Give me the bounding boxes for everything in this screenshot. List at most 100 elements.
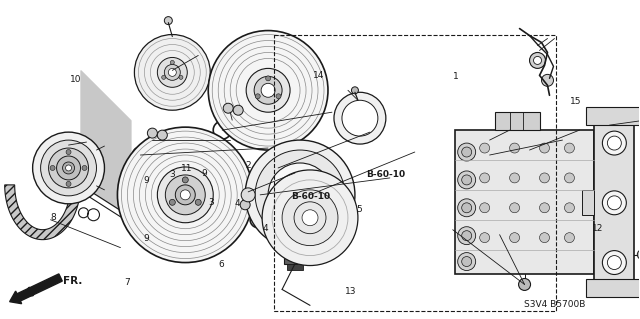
Circle shape xyxy=(479,173,490,183)
Bar xyxy=(586,279,640,297)
Circle shape xyxy=(540,233,550,243)
Circle shape xyxy=(461,231,472,241)
Text: 11: 11 xyxy=(181,164,193,173)
Text: B-60-10: B-60-10 xyxy=(291,192,330,202)
Text: 12: 12 xyxy=(592,224,604,233)
Circle shape xyxy=(602,131,627,155)
Circle shape xyxy=(461,203,472,213)
Text: 15: 15 xyxy=(570,97,581,106)
Circle shape xyxy=(540,143,550,153)
Text: 3: 3 xyxy=(169,170,175,179)
Circle shape xyxy=(518,278,531,290)
Circle shape xyxy=(342,100,378,136)
Circle shape xyxy=(534,56,541,64)
Circle shape xyxy=(479,233,490,243)
Circle shape xyxy=(461,147,472,157)
Circle shape xyxy=(33,132,104,204)
Circle shape xyxy=(255,150,345,240)
Circle shape xyxy=(602,191,627,215)
Text: 9: 9 xyxy=(143,176,149,185)
Circle shape xyxy=(254,76,282,104)
Circle shape xyxy=(66,150,71,154)
Circle shape xyxy=(168,68,176,76)
Circle shape xyxy=(607,196,621,210)
Circle shape xyxy=(164,17,172,25)
Circle shape xyxy=(602,251,627,274)
Circle shape xyxy=(266,76,271,81)
Circle shape xyxy=(233,105,243,115)
Circle shape xyxy=(179,75,183,79)
Circle shape xyxy=(164,64,180,80)
Circle shape xyxy=(246,68,290,112)
Circle shape xyxy=(564,203,575,213)
Circle shape xyxy=(540,173,550,183)
Circle shape xyxy=(50,166,55,170)
Circle shape xyxy=(458,143,476,161)
Bar xyxy=(454,130,595,274)
Circle shape xyxy=(529,52,545,68)
Circle shape xyxy=(509,143,520,153)
FancyArrow shape xyxy=(10,274,62,304)
Circle shape xyxy=(241,188,255,202)
Circle shape xyxy=(245,140,355,249)
Text: 5: 5 xyxy=(356,205,362,214)
Circle shape xyxy=(82,166,87,170)
Circle shape xyxy=(458,227,476,245)
Circle shape xyxy=(540,203,550,213)
Circle shape xyxy=(195,199,201,205)
Text: 9: 9 xyxy=(201,169,207,178)
Circle shape xyxy=(240,200,250,210)
Circle shape xyxy=(66,182,71,186)
Circle shape xyxy=(175,185,195,205)
Circle shape xyxy=(541,74,554,86)
Circle shape xyxy=(162,75,166,79)
Text: 8: 8 xyxy=(51,213,56,222)
Bar xyxy=(287,263,303,270)
Circle shape xyxy=(134,34,210,110)
Text: 1: 1 xyxy=(452,72,458,81)
Bar xyxy=(274,35,556,311)
Text: 4: 4 xyxy=(263,224,269,233)
Text: FR.: FR. xyxy=(63,277,82,286)
Circle shape xyxy=(458,253,476,271)
Text: 2: 2 xyxy=(246,161,252,170)
Circle shape xyxy=(223,103,233,113)
Circle shape xyxy=(157,57,188,87)
Bar xyxy=(595,220,609,245)
Circle shape xyxy=(262,170,358,265)
Bar xyxy=(595,175,612,205)
Text: 4: 4 xyxy=(234,199,240,208)
Circle shape xyxy=(276,94,281,99)
Circle shape xyxy=(479,143,490,153)
Text: 14: 14 xyxy=(313,71,324,80)
Circle shape xyxy=(564,173,575,183)
Circle shape xyxy=(509,203,520,213)
Circle shape xyxy=(63,162,74,174)
Circle shape xyxy=(157,130,167,140)
Circle shape xyxy=(170,199,175,205)
Circle shape xyxy=(118,127,253,263)
Bar xyxy=(582,190,595,215)
Bar xyxy=(495,112,540,130)
Circle shape xyxy=(607,136,621,150)
Circle shape xyxy=(509,173,520,183)
Circle shape xyxy=(268,163,332,227)
Circle shape xyxy=(56,156,81,180)
Circle shape xyxy=(280,175,320,215)
Circle shape xyxy=(564,233,575,243)
Circle shape xyxy=(65,165,72,171)
Circle shape xyxy=(637,249,640,260)
Circle shape xyxy=(334,92,386,144)
Circle shape xyxy=(461,175,472,185)
Circle shape xyxy=(458,171,476,189)
Polygon shape xyxy=(4,185,81,240)
Circle shape xyxy=(607,256,621,270)
Circle shape xyxy=(509,233,520,243)
Text: 9: 9 xyxy=(143,234,149,243)
Text: B-60-10: B-60-10 xyxy=(366,170,405,179)
Circle shape xyxy=(290,185,310,205)
Circle shape xyxy=(147,128,157,138)
Circle shape xyxy=(165,175,205,215)
Circle shape xyxy=(180,190,190,200)
Text: 7: 7 xyxy=(124,278,130,287)
